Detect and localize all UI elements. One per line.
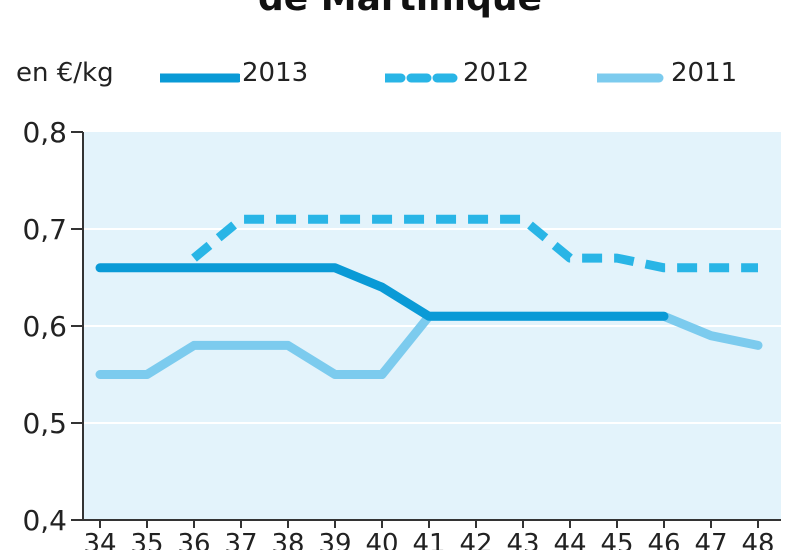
x-tick-label-43: 43 [506, 529, 539, 550]
x-tick-label-46: 46 [647, 529, 680, 550]
legend-swatch-2013 [160, 73, 240, 83]
x-tick-label-35: 35 [130, 529, 163, 550]
x-tick-label-45: 45 [600, 529, 633, 550]
x-tick-label-34: 34 [83, 529, 116, 550]
legend-swatch-2011 [597, 73, 664, 83]
x-tick-label-38: 38 [271, 529, 304, 550]
x-tick-label-42: 42 [459, 529, 492, 550]
x-tick-label-41: 41 [412, 529, 445, 550]
x-tick-label-36: 36 [177, 529, 210, 550]
x-tick-label-48: 48 [741, 529, 774, 550]
x-tick-label-44: 44 [553, 529, 586, 550]
x-tick-label-40: 40 [365, 529, 398, 550]
series-line-2013 [95, 263, 669, 321]
legend-label-2012: 2012 [463, 58, 530, 88]
series-line-2012 [191, 214, 758, 273]
y-tick-label: 0,4 [22, 504, 67, 537]
legend-label-2013: 2013 [242, 58, 309, 88]
y-tick-label: 0,6 [22, 310, 67, 343]
x-tick-label-39: 39 [318, 529, 351, 550]
y-axis-unit-label: en €/kg [16, 58, 114, 88]
x-tick-label-37: 37 [224, 529, 257, 550]
grid [83, 228, 781, 424]
y-tick-label: 0,7 [22, 213, 67, 246]
y-tick-label: 0,5 [22, 407, 67, 440]
axes: 0,4 0,5 0,6 0,7 0,8 34 35 36 37 38 39 40 41 42 43 44 45 4… [22, 116, 781, 550]
x-tick-label-47: 47 [694, 529, 727, 550]
chart-title: de Martinique [0, 0, 800, 19]
legend-swatch-2012 [385, 73, 462, 83]
legend-label-2011: 2011 [671, 58, 738, 88]
y-tick-label: 0,8 [22, 116, 67, 149]
series-layer [95, 214, 763, 379]
